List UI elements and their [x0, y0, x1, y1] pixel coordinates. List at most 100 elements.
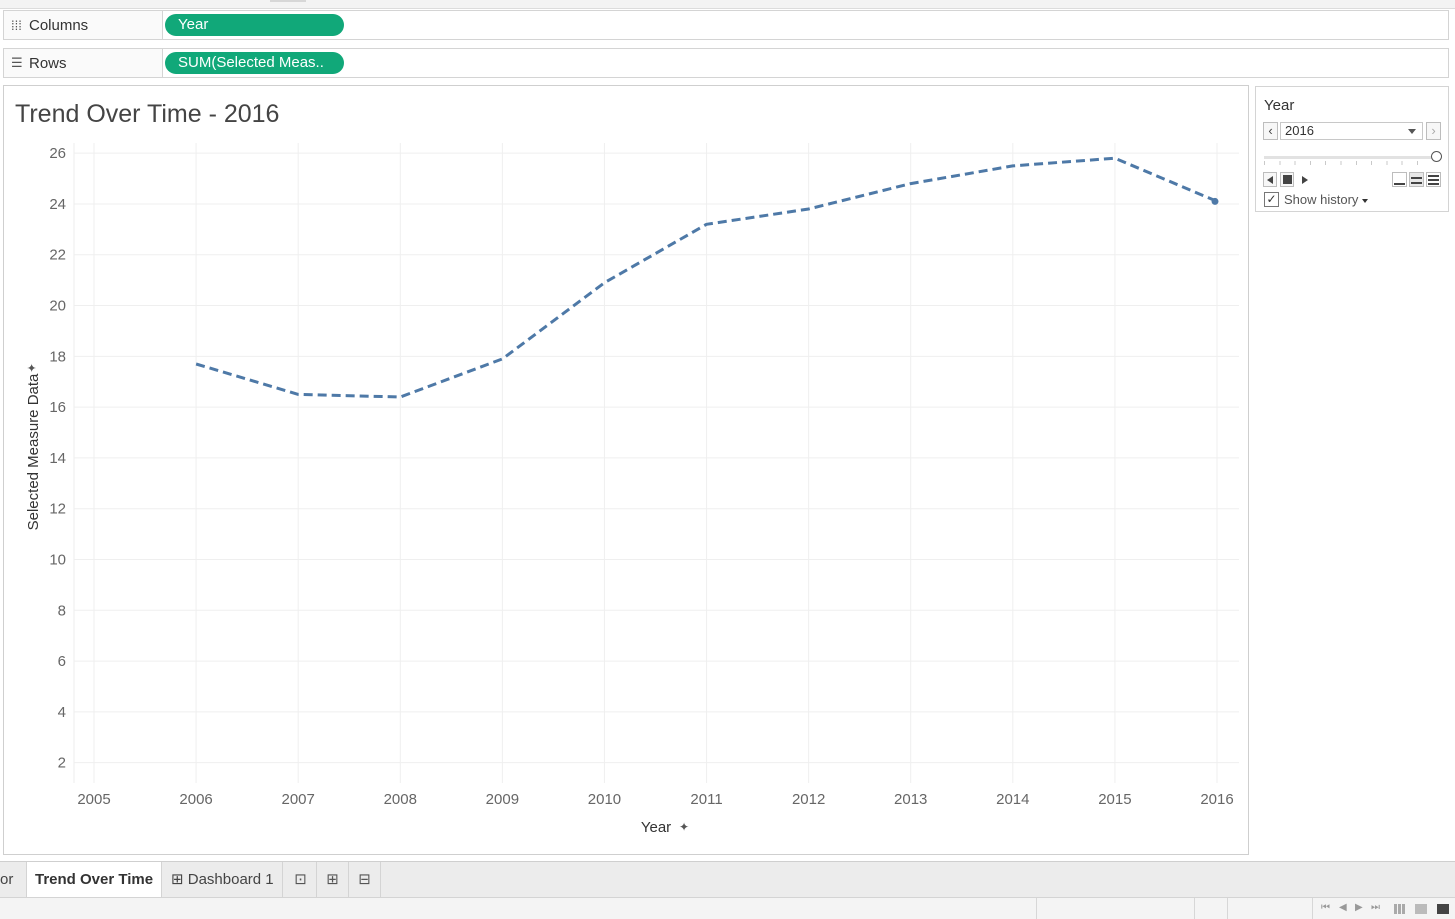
top-toolbar-strip: [0, 0, 1455, 9]
status-separator: [1036, 898, 1037, 919]
prev-sheet-icon[interactable]: ◀: [1339, 902, 1347, 913]
x-tick-label: 2015: [1098, 791, 1131, 808]
chevron-down-icon: [1362, 198, 1369, 203]
x-tick-label: 2012: [792, 791, 825, 808]
x-tick-label: 2008: [384, 791, 417, 808]
data-point[interactable]: [397, 394, 403, 400]
speed-medium-icon: [1411, 177, 1422, 179]
x-tick-label: 2016: [1200, 791, 1233, 808]
new-story-icon[interactable]: ⊟: [349, 862, 381, 897]
tabs-view-icon[interactable]: [1437, 904, 1449, 914]
show-history-toggle[interactable]: Show history: [1284, 192, 1369, 207]
measure-pill[interactable]: SUM(Selected Meas..: [165, 52, 344, 74]
y-tick-label: 24: [49, 196, 66, 213]
sheet-sorter-icon[interactable]: [1394, 904, 1406, 914]
x-tick-label: 2009: [486, 791, 519, 808]
tab-partial-sheet[interactable]: or: [0, 862, 27, 897]
data-point[interactable]: [806, 206, 812, 212]
data-point[interactable]: [601, 280, 607, 286]
speed-fast-icon: [1428, 175, 1439, 177]
speed-medium-button[interactable]: [1409, 172, 1424, 187]
x-axis-title[interactable]: Year: [641, 819, 671, 836]
filter-title: Year: [1264, 97, 1295, 114]
play-forward-icon: [1302, 176, 1308, 184]
stop-button[interactable]: [1280, 172, 1294, 187]
sheet-tab-bar: or Trend Over Time ⊞ Dashboard 1 ⊡ ⊞ ⊟: [0, 861, 1455, 897]
next-sheet-icon[interactable]: ▶: [1355, 902, 1363, 913]
play-backward-button[interactable]: [1263, 172, 1277, 187]
columns-shelf[interactable]: ⁞⁞⁞ Columns Year: [3, 10, 1449, 40]
x-tick-label: 2011: [690, 791, 722, 808]
data-point[interactable]: [499, 356, 505, 362]
columns-icon: ⁞⁞⁞: [11, 17, 22, 33]
data-point[interactable]: [704, 221, 710, 227]
year-slider-track[interactable]: [1264, 156, 1432, 159]
status-separator: [1227, 898, 1228, 919]
data-point[interactable]: [295, 391, 301, 397]
show-history-checkbox[interactable]: ✓: [1264, 192, 1279, 207]
year-pill[interactable]: Year: [165, 14, 344, 36]
tab-trend-over-time[interactable]: Trend Over Time: [27, 862, 163, 897]
data-point[interactable]: [193, 361, 199, 367]
new-worksheet-icon[interactable]: ⊡: [285, 862, 317, 897]
y-tick-label: 10: [49, 552, 66, 569]
pin-icon[interactable]: ✦: [679, 820, 689, 834]
year-select-value: 2016: [1285, 123, 1314, 138]
rows-icon: ☰: [11, 55, 23, 70]
year-select[interactable]: 2016: [1280, 122, 1423, 140]
current-year-mark[interactable]: [1211, 197, 1219, 205]
x-tick-label: 2005: [77, 791, 110, 808]
dashboard-icon: ⊞: [171, 871, 184, 888]
speed-fast-icon-bar3: [1428, 183, 1439, 185]
y-axis-title[interactable]: Selected Measure Data: [25, 373, 42, 530]
speed-fast-icon-bar2: [1428, 179, 1439, 181]
year-filter-card: Year ‹ 2016 › ✓ Show history: [1255, 86, 1449, 212]
y-tick-label: 6: [58, 653, 66, 670]
columns-label: Columns: [29, 16, 89, 34]
y-tick-label: 18: [49, 348, 66, 365]
pin-icon[interactable]: ✦: [25, 363, 39, 373]
next-year-button[interactable]: ›: [1426, 122, 1441, 140]
stop-icon: [1283, 175, 1292, 184]
y-tick-label: 26: [49, 145, 66, 162]
speed-medium-icon-bar: [1411, 182, 1422, 184]
show-history-label: Show history: [1284, 192, 1359, 207]
x-tick-label: 2013: [894, 791, 927, 808]
status-separator: [1312, 898, 1313, 919]
play-backward-icon: [1267, 176, 1273, 184]
x-tick-label: 2007: [281, 791, 314, 808]
y-tick-label: 4: [58, 704, 66, 721]
year-slider-ticks: [1264, 161, 1432, 165]
viz-title[interactable]: Trend Over Time - 2016: [15, 100, 280, 128]
status-separator: [1194, 898, 1195, 919]
dropdown-arrow-icon: [1408, 129, 1416, 134]
status-bar: ⏮ ◀ ▶ ⏭: [0, 897, 1455, 919]
play-forward-button[interactable]: [1297, 172, 1311, 187]
filmstrip-icon[interactable]: [1415, 904, 1427, 914]
last-sheet-icon[interactable]: ⏭: [1371, 902, 1380, 913]
new-dashboard-icon[interactable]: ⊞: [317, 862, 349, 897]
trend-series-line[interactable]: [195, 156, 1218, 399]
x-tick-label: 2010: [588, 791, 621, 808]
tab-dashboard-1[interactable]: ⊞ Dashboard 1: [163, 862, 283, 897]
y-tick-label: 2: [58, 755, 66, 772]
data-point[interactable]: [908, 181, 914, 187]
y-tick-label: 22: [49, 247, 66, 264]
data-point[interactable]: [1112, 155, 1118, 161]
y-tick-label: 14: [49, 450, 66, 467]
first-sheet-icon[interactable]: ⏮: [1321, 902, 1330, 913]
prev-year-button[interactable]: ‹: [1263, 122, 1278, 140]
y-tick-label: 20: [49, 298, 66, 315]
dashboard-tab-label: Dashboard 1: [187, 871, 274, 888]
y-tick-label: 8: [58, 602, 66, 619]
speed-fast-button[interactable]: [1426, 172, 1441, 187]
y-tick-label: 16: [49, 399, 66, 416]
x-tick-label: 2014: [996, 791, 1029, 808]
data-point[interactable]: [1010, 163, 1016, 169]
x-tick-label: 2006: [179, 791, 212, 808]
rows-shelf[interactable]: ☰ Rows SUM(Selected Meas..: [3, 48, 1449, 78]
year-slider-thumb[interactable]: [1431, 151, 1442, 162]
speed-slow-button[interactable]: [1392, 172, 1407, 187]
